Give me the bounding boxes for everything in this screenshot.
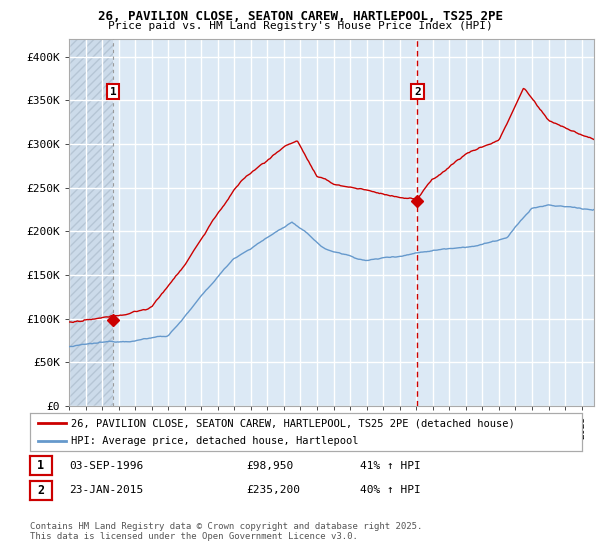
Text: 1: 1 [110,87,116,96]
Text: 2: 2 [414,87,421,96]
Text: 1: 1 [37,459,44,472]
Text: 23-JAN-2015: 23-JAN-2015 [69,486,143,495]
Text: Contains HM Land Registry data © Crown copyright and database right 2025.
This d: Contains HM Land Registry data © Crown c… [30,522,422,542]
Text: 2: 2 [37,484,44,497]
Text: £98,950: £98,950 [246,461,293,470]
Text: 26, PAVILION CLOSE, SEATON CAREW, HARTLEPOOL, TS25 2PE (detached house): 26, PAVILION CLOSE, SEATON CAREW, HARTLE… [71,418,515,428]
Text: Price paid vs. HM Land Registry's House Price Index (HPI): Price paid vs. HM Land Registry's House … [107,21,493,31]
Text: 41% ↑ HPI: 41% ↑ HPI [360,461,421,470]
Text: 26, PAVILION CLOSE, SEATON CAREW, HARTLEPOOL, TS25 2PE: 26, PAVILION CLOSE, SEATON CAREW, HARTLE… [97,10,503,23]
Text: £235,200: £235,200 [246,486,300,495]
Text: 40% ↑ HPI: 40% ↑ HPI [360,486,421,495]
Text: 03-SEP-1996: 03-SEP-1996 [69,461,143,470]
Text: HPI: Average price, detached house, Hartlepool: HPI: Average price, detached house, Hart… [71,436,359,446]
